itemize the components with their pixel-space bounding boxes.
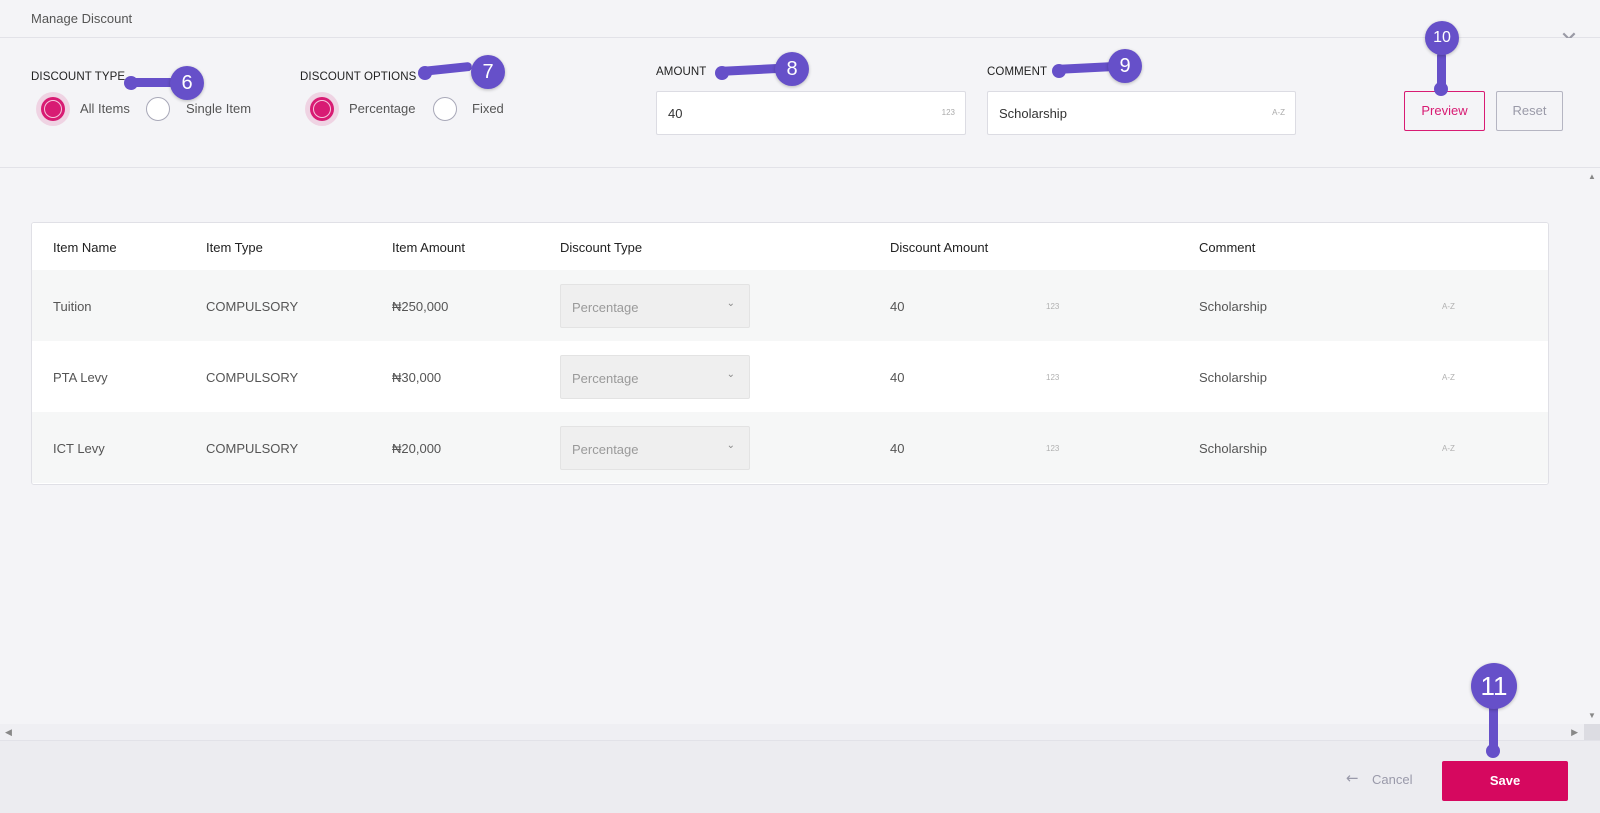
radio-single-item-label: Single Item — [186, 101, 252, 116]
scroll-right-icon[interactable]: ▶ — [1571, 727, 1578, 737]
horizontal-scrollbar[interactable]: ◀ ▶ — [0, 724, 1584, 740]
table-row: PTA Levy COMPULSORY ₦30,000 Percentage ⌄… — [32, 341, 1548, 412]
cell-item-name: Tuition — [53, 299, 92, 314]
annotation-11-badge: 11 — [1471, 663, 1517, 709]
cell-discount-amount[interactable]: 40 — [890, 441, 905, 456]
radio-all-items[interactable] — [41, 97, 65, 121]
text-hint-icon: A-Z — [1442, 373, 1455, 382]
discount-form-panel: DISCOUNT TYPE All Items Single Item DISC… — [0, 38, 1600, 168]
amount-input[interactable]: 40 123 — [656, 91, 966, 135]
discount-type-select[interactable]: Percentage ⌄ — [560, 355, 750, 399]
scroll-up-icon[interactable]: ▲ — [1588, 172, 1596, 181]
reset-button[interactable]: Reset — [1496, 91, 1563, 131]
amount-value: 40 — [668, 106, 683, 121]
column-header-item-name: Item Name — [53, 240, 117, 255]
radio-percentage[interactable] — [310, 97, 334, 121]
column-header-item-type: Item Type — [206, 240, 263, 255]
table-row: ICT Levy COMPULSORY ₦20,000 Percentage ⌄… — [32, 412, 1548, 483]
chevron-down-icon: ⌄ — [726, 440, 735, 451]
numeric-hint-icon: 123 — [1046, 444, 1060, 453]
scroll-down-icon[interactable]: ▼ — [1588, 711, 1596, 720]
radio-single-item[interactable] — [146, 97, 170, 121]
cell-comment[interactable]: Scholarship — [1199, 299, 1267, 314]
preview-button[interactable]: Preview — [1404, 91, 1485, 131]
cell-item-name: PTA Levy — [53, 370, 108, 385]
radio-fixed-label: Fixed — [472, 101, 504, 116]
cell-item-type: COMPULSORY — [206, 441, 299, 456]
numeric-hint-icon: 123 — [1046, 373, 1060, 382]
text-hint-icon: A-Z — [1442, 444, 1455, 453]
numeric-hint-icon: 123 — [1046, 302, 1060, 311]
cell-item-amount: ₦30,000 — [392, 370, 442, 385]
table-row: Tuition COMPULSORY ₦250,000 Percentage ⌄… — [32, 270, 1548, 341]
chevron-down-icon: ⌄ — [726, 369, 735, 380]
arrow-left-icon[interactable]: ← — [1346, 769, 1359, 787]
annotation-9-badge: 9 — [1108, 49, 1142, 83]
cell-comment[interactable]: Scholarship — [1199, 441, 1267, 456]
comment-value: Scholarship — [999, 106, 1067, 121]
discount-options-label: DISCOUNT OPTIONS — [300, 71, 417, 83]
radio-all-items-label: All Items — [80, 101, 130, 116]
cell-item-amount: ₦20,000 — [392, 441, 442, 456]
text-hint-icon: A-Z — [1442, 302, 1455, 311]
table-header: Item Name Item Type Item Amount Discount… — [32, 223, 1548, 270]
radio-percentage-label: Percentage — [349, 101, 416, 116]
annotation-7-badge: 7 — [471, 55, 505, 89]
comment-input[interactable]: Scholarship A-Z — [987, 91, 1296, 135]
column-header-item-amount: Item Amount — [392, 240, 465, 255]
discount-type-select-value: Percentage — [572, 442, 639, 457]
cancel-button[interactable]: Cancel — [1372, 772, 1413, 787]
comment-label: COMMENT — [987, 66, 1048, 78]
column-header-comment: Comment — [1199, 240, 1256, 255]
numeric-hint-icon: 123 — [941, 108, 955, 117]
column-header-discount-type: Discount Type — [560, 240, 643, 255]
discount-type-select-value: Percentage — [572, 300, 639, 315]
cell-item-type: COMPULSORY — [206, 299, 299, 314]
amount-label: AMOUNT — [656, 66, 707, 78]
discount-type-select[interactable]: Percentage ⌄ — [560, 284, 750, 328]
cell-comment[interactable]: Scholarship — [1199, 370, 1267, 385]
cell-discount-amount[interactable]: 40 — [890, 299, 905, 314]
discount-type-select[interactable]: Percentage ⌄ — [560, 426, 750, 470]
save-button[interactable]: Save — [1442, 761, 1568, 801]
text-hint-icon: A-Z — [1272, 108, 1285, 117]
scroll-left-icon[interactable]: ◀ — [5, 727, 12, 737]
title-bar: Manage Discount — [0, 0, 1600, 38]
scrollbar-corner — [1584, 724, 1600, 740]
annotation-6-badge: 6 — [170, 66, 204, 100]
annotation-10-badge: 10 — [1425, 21, 1459, 55]
column-header-discount-amount: Discount Amount — [890, 240, 989, 255]
cell-item-name: ICT Levy — [53, 441, 105, 456]
discount-type-select-value: Percentage — [572, 371, 639, 386]
discount-items-table: Item Name Item Type Item Amount Discount… — [31, 222, 1549, 485]
window-title: Manage Discount — [31, 11, 133, 26]
cell-item-type: COMPULSORY — [206, 370, 299, 385]
radio-fixed[interactable] — [433, 97, 457, 121]
annotation-8-badge: 8 — [775, 52, 809, 86]
cell-discount-amount[interactable]: 40 — [890, 370, 905, 385]
footer-bar: ← Cancel Save — [0, 740, 1600, 813]
cell-item-amount: ₦250,000 — [392, 299, 449, 314]
discount-type-label: DISCOUNT TYPE — [31, 71, 126, 83]
chevron-down-icon: ⌄ — [726, 298, 735, 309]
vertical-scrollbar[interactable]: ▲ ▼ — [1584, 168, 1600, 724]
